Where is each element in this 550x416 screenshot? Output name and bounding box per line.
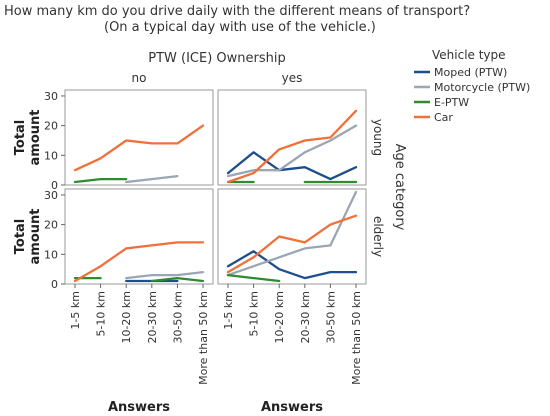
y-tick-label: 10 <box>44 149 58 162</box>
row-facet-label: young <box>371 119 385 156</box>
x-tick-label: 30-50 km <box>171 291 184 344</box>
row-facet-label: elderly <box>371 216 385 257</box>
column-facet-title: PTW (ICE) Ownership <box>148 51 286 66</box>
y-tick-label: 20 <box>44 219 58 232</box>
series-line <box>73 241 205 283</box>
legend: Vehicle type Moped (PTW) Motorcycle (PTW) E… <box>414 48 530 124</box>
legend-entry: E-PTW <box>434 96 469 109</box>
y-tick-label: 0 <box>51 278 58 291</box>
y-tick-label: 30 <box>44 189 58 202</box>
series-line <box>73 124 205 172</box>
column-facet-label: no <box>132 71 147 85</box>
panel-frame <box>64 89 214 186</box>
panel-elderly-yes: 1-5 km 5-10 km 10-20 km 20-30 km 30-50 km Mor… <box>217 188 367 385</box>
chart-subtitle: (On a typical day with use of the vehicl… <box>104 20 376 35</box>
chart-title: How many km do you drive daily with the … <box>4 4 470 19</box>
series-line <box>226 190 358 277</box>
legend-title: Vehicle type <box>432 48 506 62</box>
panels: no yes young elderly Age category Totalamount… <box>13 71 407 415</box>
y-tick-label: 0 <box>51 179 58 192</box>
series-line <box>226 124 358 178</box>
x-tick-label: More than 50 km <box>350 291 363 385</box>
panel-elderly-no: 0 10 20 30 1-5 km 5-10 km 10-20 km 20-30 km 30-5… <box>44 188 214 385</box>
series-line <box>226 151 358 181</box>
x-tick-label: 1-5 km <box>69 291 82 330</box>
series-line <box>125 174 179 184</box>
row-facet-title: Age category <box>392 144 407 231</box>
column-facet-label: yes <box>282 71 303 85</box>
y-tick-label: 20 <box>44 120 58 133</box>
panel-young-no: 0 10 20 30 <box>44 89 214 192</box>
panel-young-yes <box>217 89 367 186</box>
x-tick-label: 30-50 km <box>324 291 337 344</box>
x-tick-label: 5-10 km <box>248 291 261 337</box>
series-line <box>73 177 128 184</box>
series-line <box>226 109 358 184</box>
x-tick-label: More than 50 km <box>197 291 210 385</box>
panel-frame <box>64 188 214 285</box>
y-axis-label: Totalamount <box>13 110 43 166</box>
x-tick-label: 10-20 km <box>273 291 286 344</box>
series-line <box>150 276 205 283</box>
x-axis-label: Answers <box>261 400 323 415</box>
x-tick-label: 1-5 km <box>222 291 235 330</box>
panel-frame <box>217 188 367 285</box>
x-tick-label: 20-30 km <box>299 291 312 344</box>
series-line <box>226 273 281 283</box>
x-tick-label: 20-30 km <box>146 291 159 344</box>
series-line <box>125 270 205 280</box>
series-line <box>226 250 358 280</box>
legend-entry: Moped (PTW) <box>434 66 507 79</box>
legend-entry: Motorcycle (PTW) <box>434 81 530 94</box>
x-tick-label: 5-10 km <box>95 291 108 337</box>
y-axis-label: Totalamount <box>13 209 43 265</box>
x-axis-label: Answers <box>108 400 170 415</box>
y-tick-label: 10 <box>44 248 58 261</box>
panel-frame <box>217 89 367 186</box>
x-tick-label: 10-20 km <box>120 291 133 344</box>
series-line <box>226 214 358 274</box>
y-tick-label: 30 <box>44 90 58 103</box>
legend-entry: Car <box>434 111 453 124</box>
